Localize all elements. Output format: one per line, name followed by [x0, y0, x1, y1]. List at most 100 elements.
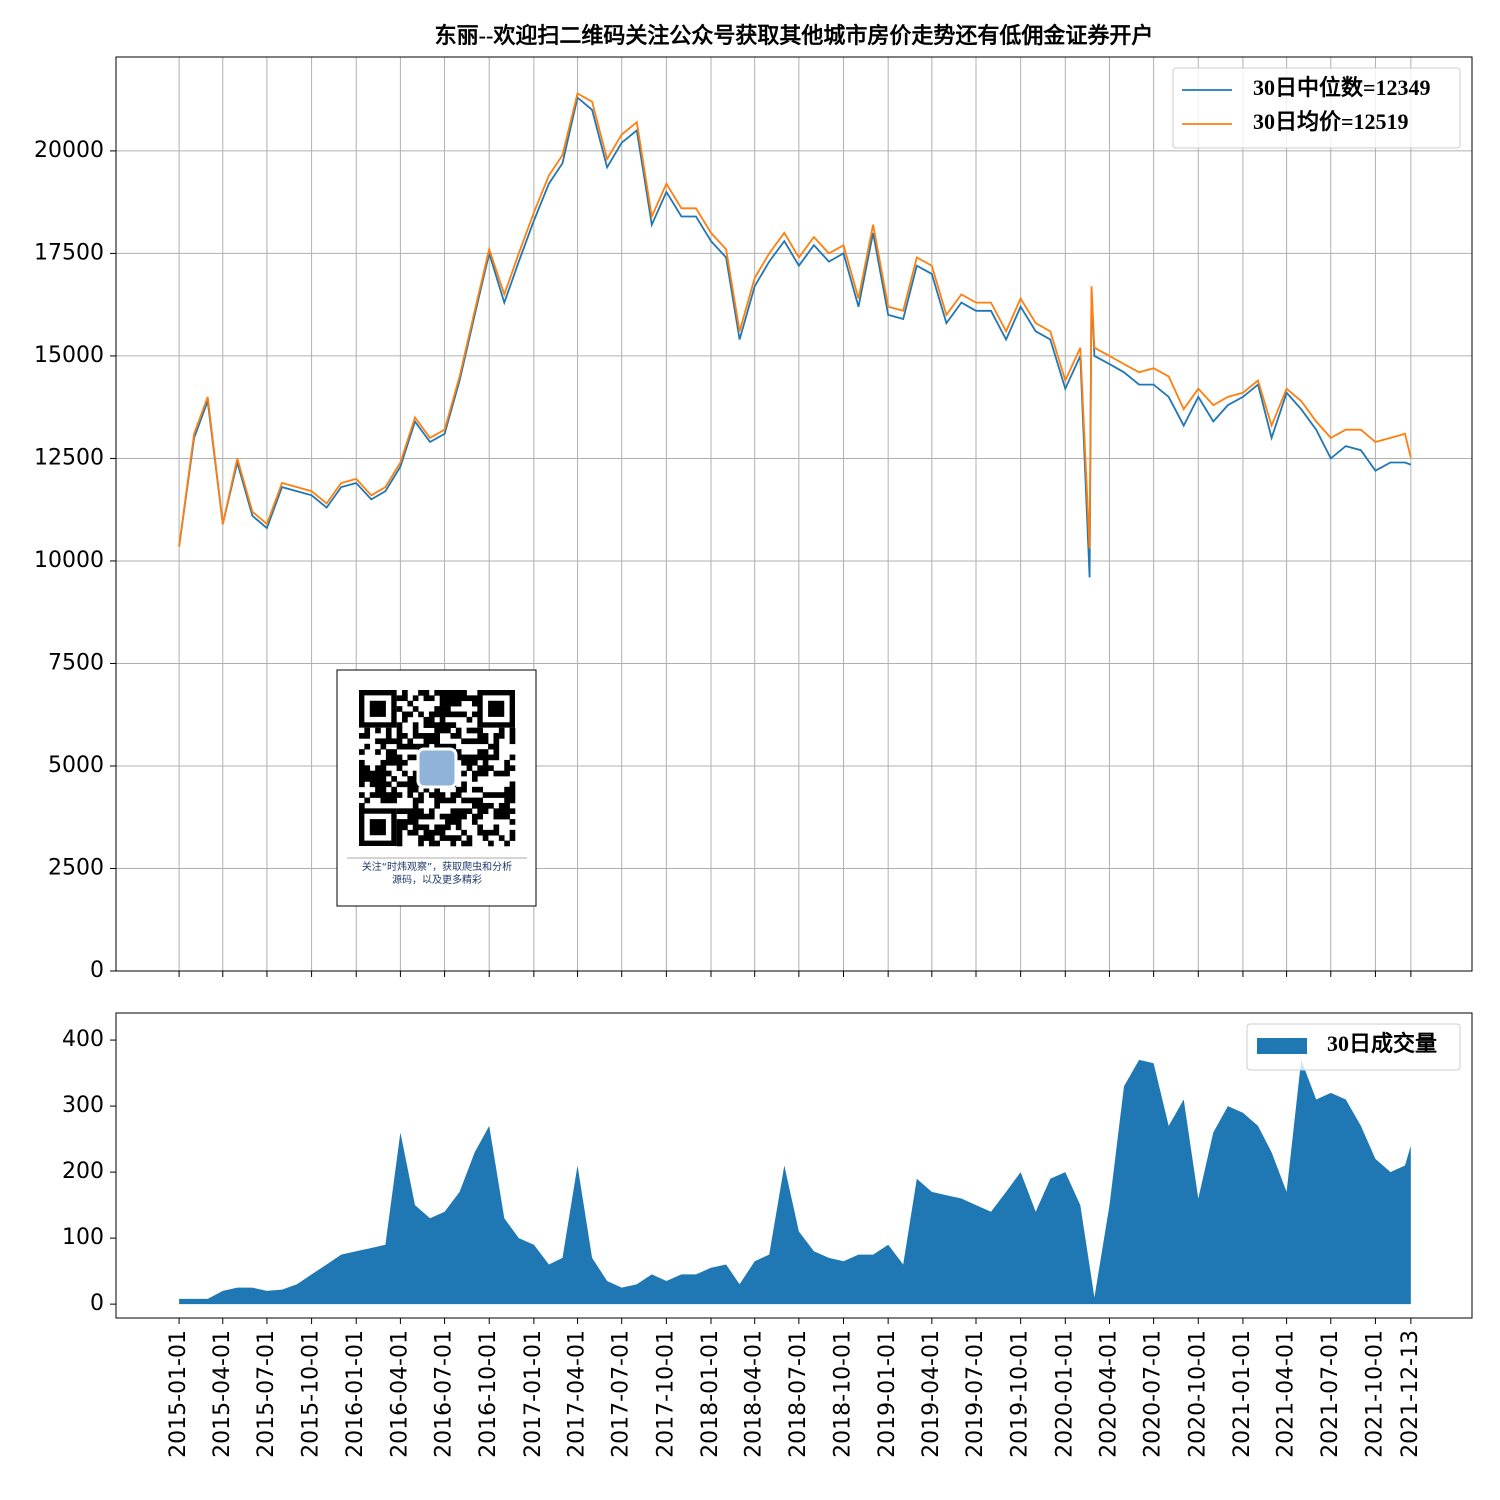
- qr-module: [450, 813, 457, 820]
- qr-module: [439, 711, 446, 718]
- y-tick-label: 12500: [34, 445, 104, 470]
- qr-module: [391, 749, 397, 755]
- qr-module: [450, 840, 457, 847]
- qr-module: [488, 802, 494, 809]
- qr-module: [407, 743, 414, 750]
- qr-module: [504, 797, 510, 804]
- qr-module: [359, 733, 365, 739]
- x-tick-label: 2015-01-01: [166, 1330, 191, 1458]
- qr-module: [434, 738, 440, 745]
- qr-module: [450, 792, 457, 798]
- qr-module: [493, 813, 500, 820]
- qr-module: [504, 813, 510, 820]
- qr-module: [455, 749, 462, 755]
- qr-module: [412, 695, 419, 702]
- y-tick-label: 15000: [34, 343, 104, 368]
- qr-module: [477, 733, 484, 739]
- qr-module: [466, 835, 473, 841]
- qr-module: [450, 797, 457, 804]
- qr-module: [461, 754, 467, 761]
- qr-module: [428, 835, 435, 841]
- qr-module: [498, 835, 505, 841]
- qr-module: [423, 695, 430, 702]
- x-tick-label: 2015-07-01: [254, 1330, 279, 1458]
- qr-module: [466, 738, 473, 745]
- y-tick-label: 17500: [34, 240, 104, 265]
- qr-module: [482, 829, 489, 836]
- qr-module: [504, 786, 510, 793]
- qr-module: [418, 813, 424, 820]
- qr-module: [396, 727, 403, 734]
- qr-module: [412, 824, 419, 831]
- qr-module: [450, 690, 457, 696]
- qr-module: [455, 733, 462, 739]
- legend-box: [1172, 67, 1461, 149]
- qr-module: [455, 813, 462, 820]
- qr-module: [450, 733, 457, 739]
- qr-module: [471, 797, 478, 804]
- qr-module: [434, 733, 440, 739]
- qr-module: [412, 754, 419, 761]
- qr-module: [493, 738, 500, 745]
- qr-module: [375, 781, 381, 788]
- qr-module: [434, 743, 440, 750]
- qr-module: [380, 797, 387, 804]
- qr-module: [418, 733, 424, 739]
- qr-module: [455, 690, 462, 696]
- qr-module: [455, 727, 462, 734]
- qr-module: [418, 690, 424, 696]
- qr-module: [402, 819, 408, 825]
- qr-module: [509, 727, 516, 734]
- qr-module: [461, 738, 467, 745]
- qr-module: [412, 706, 419, 712]
- qr-module: [364, 727, 371, 734]
- qr-module: [359, 749, 365, 755]
- qr-module: [418, 808, 424, 815]
- qr-module: [364, 765, 371, 771]
- y-tick-label: 300: [62, 1093, 104, 1118]
- y-tick-label: 200: [62, 1159, 104, 1184]
- qr-module: [455, 835, 462, 841]
- qr-module: [434, 802, 440, 809]
- qr-module: [455, 824, 462, 831]
- qr-module: [412, 813, 419, 820]
- x-tick-label: 2017-04-01: [565, 1330, 590, 1458]
- qr-module: [445, 700, 451, 707]
- qr-module: [402, 808, 408, 815]
- qr-caption: 源码，以及更多精彩: [392, 873, 482, 886]
- qr-module: [412, 722, 419, 728]
- qr-module: [482, 808, 489, 815]
- qr-module: [477, 808, 484, 815]
- qr-module: [477, 797, 484, 804]
- qr-module: [396, 738, 403, 745]
- qr-module: [402, 824, 408, 831]
- qr-module: [493, 808, 500, 815]
- qr-module: [461, 781, 467, 788]
- qr-module: [359, 792, 365, 798]
- qr-module: [407, 829, 414, 836]
- qr-module: [412, 733, 419, 739]
- qr-module: [450, 835, 457, 841]
- qr-module: [396, 829, 403, 836]
- x-tick-label: 2020-01-01: [1052, 1330, 1077, 1458]
- qr-module: [407, 781, 414, 788]
- qr-module: [412, 829, 419, 836]
- qr-module: [504, 759, 510, 766]
- qr-module: [461, 786, 467, 793]
- qr-module: [359, 759, 365, 766]
- qr-module: [439, 690, 446, 696]
- qr-module: [423, 835, 430, 841]
- qr-module: [434, 706, 440, 712]
- qr-module: [385, 749, 392, 755]
- qr-module: [402, 743, 408, 750]
- qr-module: [466, 840, 473, 847]
- y-tick-label: 10000: [34, 548, 104, 573]
- qr-module: [380, 765, 387, 771]
- qr-module: [455, 695, 462, 702]
- qr-module: [439, 813, 446, 820]
- qr-module: [471, 802, 478, 809]
- qr-module: [471, 700, 478, 707]
- qr-module: [509, 738, 516, 745]
- qr-module: [402, 716, 408, 723]
